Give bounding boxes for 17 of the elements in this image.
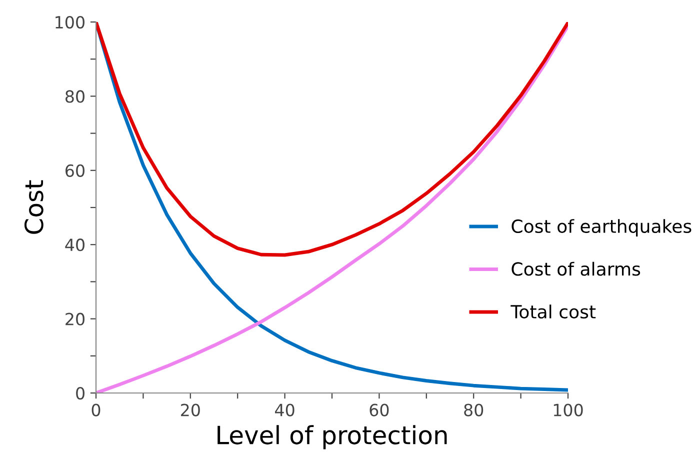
legend-label: Cost of earthquakes: [512, 219, 692, 237]
y-axis-title: Cost: [24, 180, 44, 234]
y-tick-label: 40: [65, 238, 84, 252]
y-tick-label: 0: [76, 386, 84, 400]
x-tick-label: 60: [370, 404, 389, 416]
legend-label: Total cost: [510, 304, 596, 319]
x-tick-label: 0: [92, 404, 100, 416]
x-tick-label: 80: [464, 404, 484, 416]
legend-label: Cost of alarms: [512, 262, 640, 276]
x-tick-label: 40: [275, 404, 294, 416]
x-axis-title: Level of protection: [218, 425, 447, 450]
x-tick-label: 20: [181, 404, 200, 416]
y-tick-label: 20: [66, 312, 84, 326]
y-tick-label: 100: [56, 16, 84, 29]
x-tick-label: 100: [554, 404, 583, 416]
y-tick-label: 80: [66, 90, 84, 103]
y-tick-label: 60: [66, 164, 84, 177]
